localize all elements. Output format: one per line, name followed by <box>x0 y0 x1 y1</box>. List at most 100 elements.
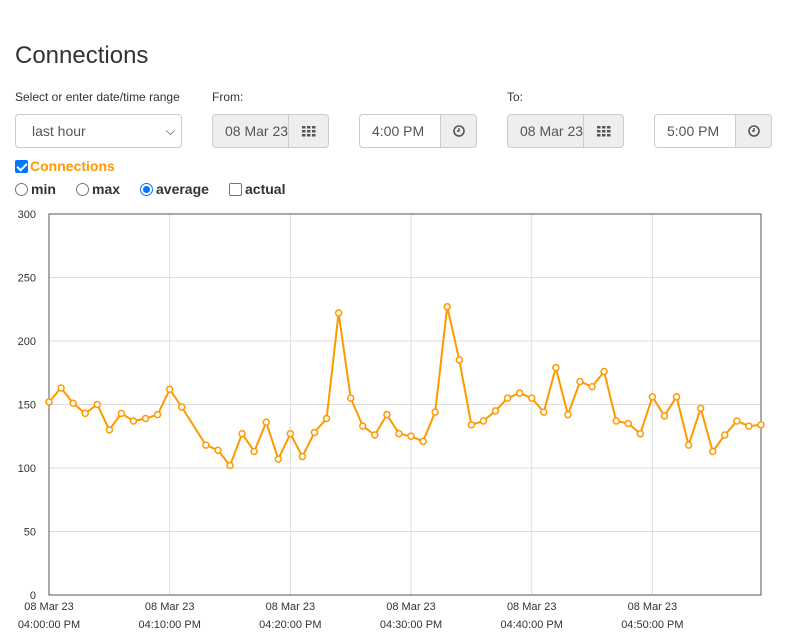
x-tick-time: 04:20:00 PM <box>259 619 321 631</box>
data-point <box>214 446 222 454</box>
data-point <box>262 418 270 427</box>
data-point <box>696 404 705 413</box>
from-label: From: <box>212 90 244 104</box>
data-point <box>660 412 669 420</box>
data-point <box>286 429 295 438</box>
data-point <box>407 432 415 440</box>
mode-min-label: min <box>31 181 56 197</box>
data-point <box>105 426 114 434</box>
to-time-clock-button[interactable] <box>735 114 772 148</box>
x-tick-time: 04:10:00 PM <box>138 619 200 631</box>
data-point <box>334 309 343 317</box>
mode-average-radio[interactable] <box>140 182 153 196</box>
from-time-clock-button[interactable] <box>440 114 477 148</box>
to-time-input[interactable]: 5:00 PM <box>654 114 735 148</box>
data-point <box>141 414 150 423</box>
data-point <box>576 377 584 386</box>
to-label: To: <box>507 90 524 104</box>
from-date-input[interactable]: 08 Mar 23 <box>212 114 288 148</box>
connections-checkbox[interactable] <box>15 159 28 173</box>
data-point <box>165 385 174 394</box>
data-point <box>708 447 717 456</box>
data-point <box>721 431 729 439</box>
data-point <box>383 410 391 419</box>
data-point <box>250 447 258 456</box>
x-tick-time: 04:40:00 PM <box>501 619 563 631</box>
mode-max[interactable]: max <box>76 181 120 197</box>
data-point <box>612 417 620 425</box>
x-tick-time: 04:30:00 PM <box>380 619 442 631</box>
to-date-input[interactable]: 08 Mar 23 <box>507 114 583 148</box>
mode-actual-label: actual <box>245 181 286 197</box>
data-point <box>395 429 403 438</box>
connections-toggle[interactable]: Connections <box>15 158 115 174</box>
x-tick-time: 04:50:00 PM <box>621 619 683 631</box>
x-tick-date: 08 Mar 23 <box>145 601 195 613</box>
data-point <box>69 399 77 407</box>
mode-min-radio[interactable] <box>15 182 28 196</box>
data-point <box>202 441 210 449</box>
data-point <box>117 409 126 418</box>
clock-icon <box>452 125 465 137</box>
data-point <box>93 400 102 409</box>
data-point <box>226 461 234 470</box>
data-point <box>346 394 355 402</box>
data-point <box>624 419 633 428</box>
data-point <box>540 408 548 416</box>
data-point <box>491 407 500 415</box>
data-point <box>419 437 427 446</box>
data-point <box>310 428 319 437</box>
data-point <box>298 452 307 461</box>
data-point <box>467 421 476 429</box>
data-point <box>684 441 693 449</box>
to-date-calendar-button[interactable] <box>583 114 624 148</box>
data-point <box>588 382 596 391</box>
data-point <box>431 408 439 416</box>
data-point <box>177 403 186 411</box>
from-date-calendar-button[interactable] <box>288 114 329 148</box>
from-time-group: 4:00 PM <box>359 114 477 148</box>
data-point <box>81 409 89 418</box>
y-tick-label: 200 <box>18 336 36 348</box>
data-point <box>322 414 331 423</box>
series-line-connections <box>48 305 762 467</box>
clock-icon <box>747 125 760 137</box>
mode-actual-checkbox[interactable] <box>229 182 242 196</box>
mode-actual[interactable]: actual <box>229 181 285 197</box>
mode-max-radio[interactable] <box>76 182 89 196</box>
data-point <box>552 363 560 372</box>
data-point <box>238 429 246 438</box>
data-point <box>648 393 657 401</box>
x-tick-date: 08 Mar 23 <box>628 601 678 613</box>
chevron-down-icon: ⌵ <box>165 124 175 138</box>
data-point <box>503 394 512 402</box>
x-tick-date: 08 Mar 23 <box>386 601 436 613</box>
data-point <box>57 384 65 392</box>
to-date-group: 08 Mar 23 <box>507 114 624 148</box>
x-tick-date: 08 Mar 23 <box>266 601 316 613</box>
x-tick-time: 04:00:00 PM <box>18 619 80 631</box>
data-point <box>745 422 753 430</box>
data-point <box>564 410 572 419</box>
mode-min[interactable]: min <box>15 181 56 197</box>
x-tick-date: 08 Mar 23 <box>24 601 74 613</box>
data-point <box>443 302 451 311</box>
from-time-input[interactable]: 4:00 PM <box>359 114 440 148</box>
data-point <box>672 393 681 401</box>
connections-toggle-label: Connections <box>30 158 115 174</box>
range-label: Select or enter date/time range <box>15 90 180 104</box>
data-point <box>600 367 608 376</box>
data-point <box>515 389 524 397</box>
data-point <box>274 455 283 463</box>
mode-average-label: average <box>156 181 209 197</box>
range-select[interactable]: last hour ⌵ <box>15 114 182 148</box>
mode-average[interactable]: average <box>140 181 209 197</box>
data-point <box>359 422 367 430</box>
data-point <box>153 410 162 419</box>
y-tick-label: 50 <box>24 527 36 539</box>
connections-chart: 0 50 100 150 200 250 300 08 Mar 23 04:00:00 PM 08… <box>18 209 765 631</box>
data-point <box>479 417 488 425</box>
data-point <box>371 431 379 439</box>
data-point <box>455 356 464 364</box>
data-point <box>636 429 645 438</box>
